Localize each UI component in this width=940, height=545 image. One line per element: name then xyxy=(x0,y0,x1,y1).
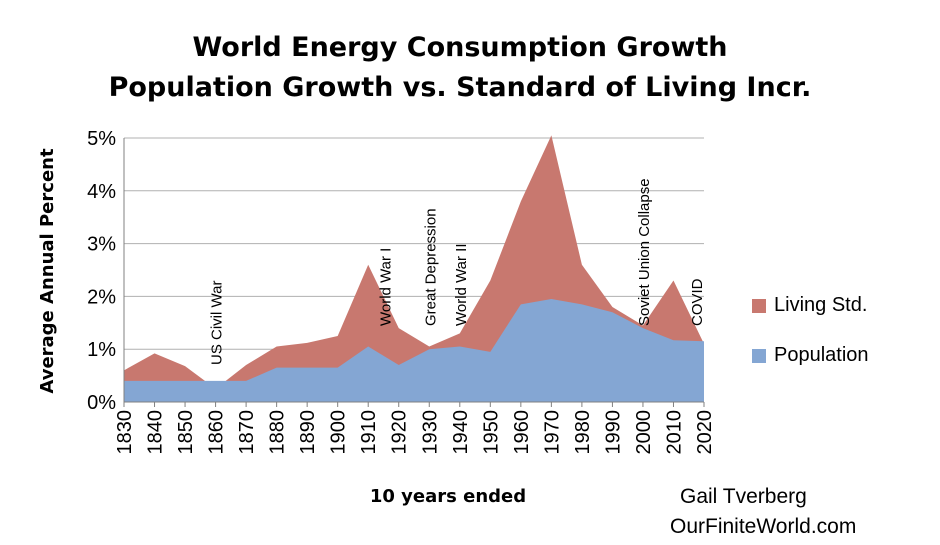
x-tick-label: 2000 xyxy=(633,410,655,455)
x-tick-label: 1900 xyxy=(328,410,350,455)
y-tick-label: 0% xyxy=(87,392,116,414)
chart-title: World Energy Consumption Growth xyxy=(192,32,728,63)
event-annotation: World War I xyxy=(378,248,395,326)
y-tick-label: 2% xyxy=(87,286,116,308)
x-tick-label: 1840 xyxy=(145,410,167,455)
y-axis-title: Average Annual Percent xyxy=(37,148,58,394)
x-tick-label: 1990 xyxy=(602,410,624,455)
stacked-areas xyxy=(124,135,704,403)
legend-label-living-std: Living Std. xyxy=(774,294,868,316)
x-tick-label: 1910 xyxy=(358,410,380,455)
series-area-population xyxy=(124,299,704,402)
credit-author: Gail Tverberg xyxy=(680,485,807,508)
event-annotation: COVID xyxy=(689,278,706,326)
x-axis: 1830 1840 1850 1860 1870 1880 1890 1900 1910 1920… xyxy=(114,401,716,455)
event-annotations: US Civil War World War I Great Depression W… xyxy=(209,178,706,365)
credit-site: OurFiniteWorld.com xyxy=(670,515,857,538)
legend-label-population: Population xyxy=(774,344,869,366)
y-tick-label: 4% xyxy=(87,181,116,203)
x-tick-label: 1960 xyxy=(511,410,533,455)
event-annotation: US Civil War xyxy=(209,281,226,365)
x-tick-label: 1920 xyxy=(389,410,411,455)
x-tick-label: 1930 xyxy=(419,410,441,455)
y-axis: 0% 1% 2% 3% 4% 5% xyxy=(87,128,125,414)
event-annotation: Soviet Union Collapse xyxy=(636,178,653,326)
y-tick-label: 1% xyxy=(87,339,116,361)
x-tick-label: 1830 xyxy=(114,410,136,455)
x-tick-label: 1890 xyxy=(297,410,319,455)
x-tick-label: 2020 xyxy=(694,410,716,455)
credit-block: Gail Tverberg OurFiniteWorld.com xyxy=(670,482,856,542)
x-tick-label: 1880 xyxy=(267,410,289,455)
x-tick-label: 1940 xyxy=(450,410,472,455)
x-tick-label: 2010 xyxy=(663,410,685,455)
x-tick-label: 1860 xyxy=(206,410,228,455)
x-tick-label: 1850 xyxy=(175,410,197,455)
legend-item-living-std: Living Std. xyxy=(752,294,867,317)
x-tick-label: 1950 xyxy=(480,410,502,455)
x-tick-label: 1970 xyxy=(541,410,563,455)
y-tick-label: 3% xyxy=(87,234,116,256)
legend-item-population: Population xyxy=(752,344,869,367)
legend-swatch-living-std xyxy=(752,298,766,313)
y-tick-label: 5% xyxy=(87,128,116,150)
legend-swatch-population xyxy=(752,348,766,363)
x-tick-label: 1870 xyxy=(236,410,258,455)
chart-subtitle: Population Growth vs. Standard of Living… xyxy=(108,72,812,103)
x-tick-label: 1980 xyxy=(572,410,594,455)
event-annotation: Great Depression xyxy=(422,208,439,326)
chart-title-block: World Energy Consumption Growth Populati… xyxy=(0,28,920,108)
x-axis-title: 10 years ended xyxy=(370,486,526,507)
event-annotation: World War II xyxy=(453,243,470,326)
